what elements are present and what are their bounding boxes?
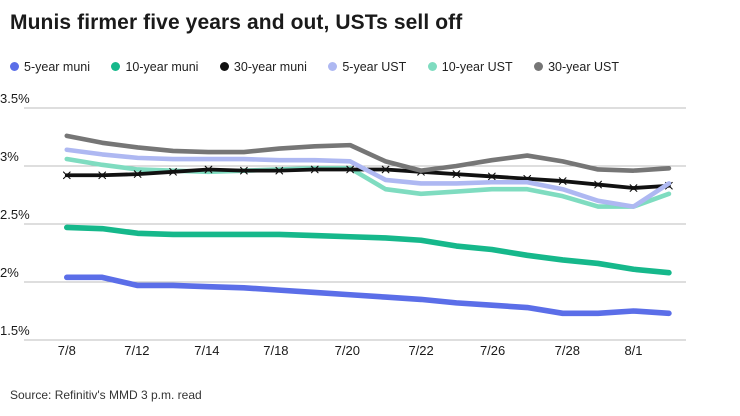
- svg-text:7/12: 7/12: [124, 343, 149, 358]
- svg-text:7/8: 7/8: [58, 343, 76, 358]
- svg-text:8/1: 8/1: [624, 343, 642, 358]
- svg-text:7/26: 7/26: [480, 343, 505, 358]
- svg-text:7/18: 7/18: [263, 343, 288, 358]
- svg-text:3%: 3%: [0, 149, 19, 164]
- svg-text:2%: 2%: [0, 265, 19, 280]
- svg-text:2.5%: 2.5%: [0, 207, 30, 222]
- svg-text:7/20: 7/20: [335, 343, 360, 358]
- svg-text:7/22: 7/22: [408, 343, 433, 358]
- svg-text:7/28: 7/28: [555, 343, 580, 358]
- svg-text:1.5%: 1.5%: [0, 323, 30, 338]
- svg-text:3.5%: 3.5%: [0, 91, 30, 106]
- svg-text:7/14: 7/14: [194, 343, 219, 358]
